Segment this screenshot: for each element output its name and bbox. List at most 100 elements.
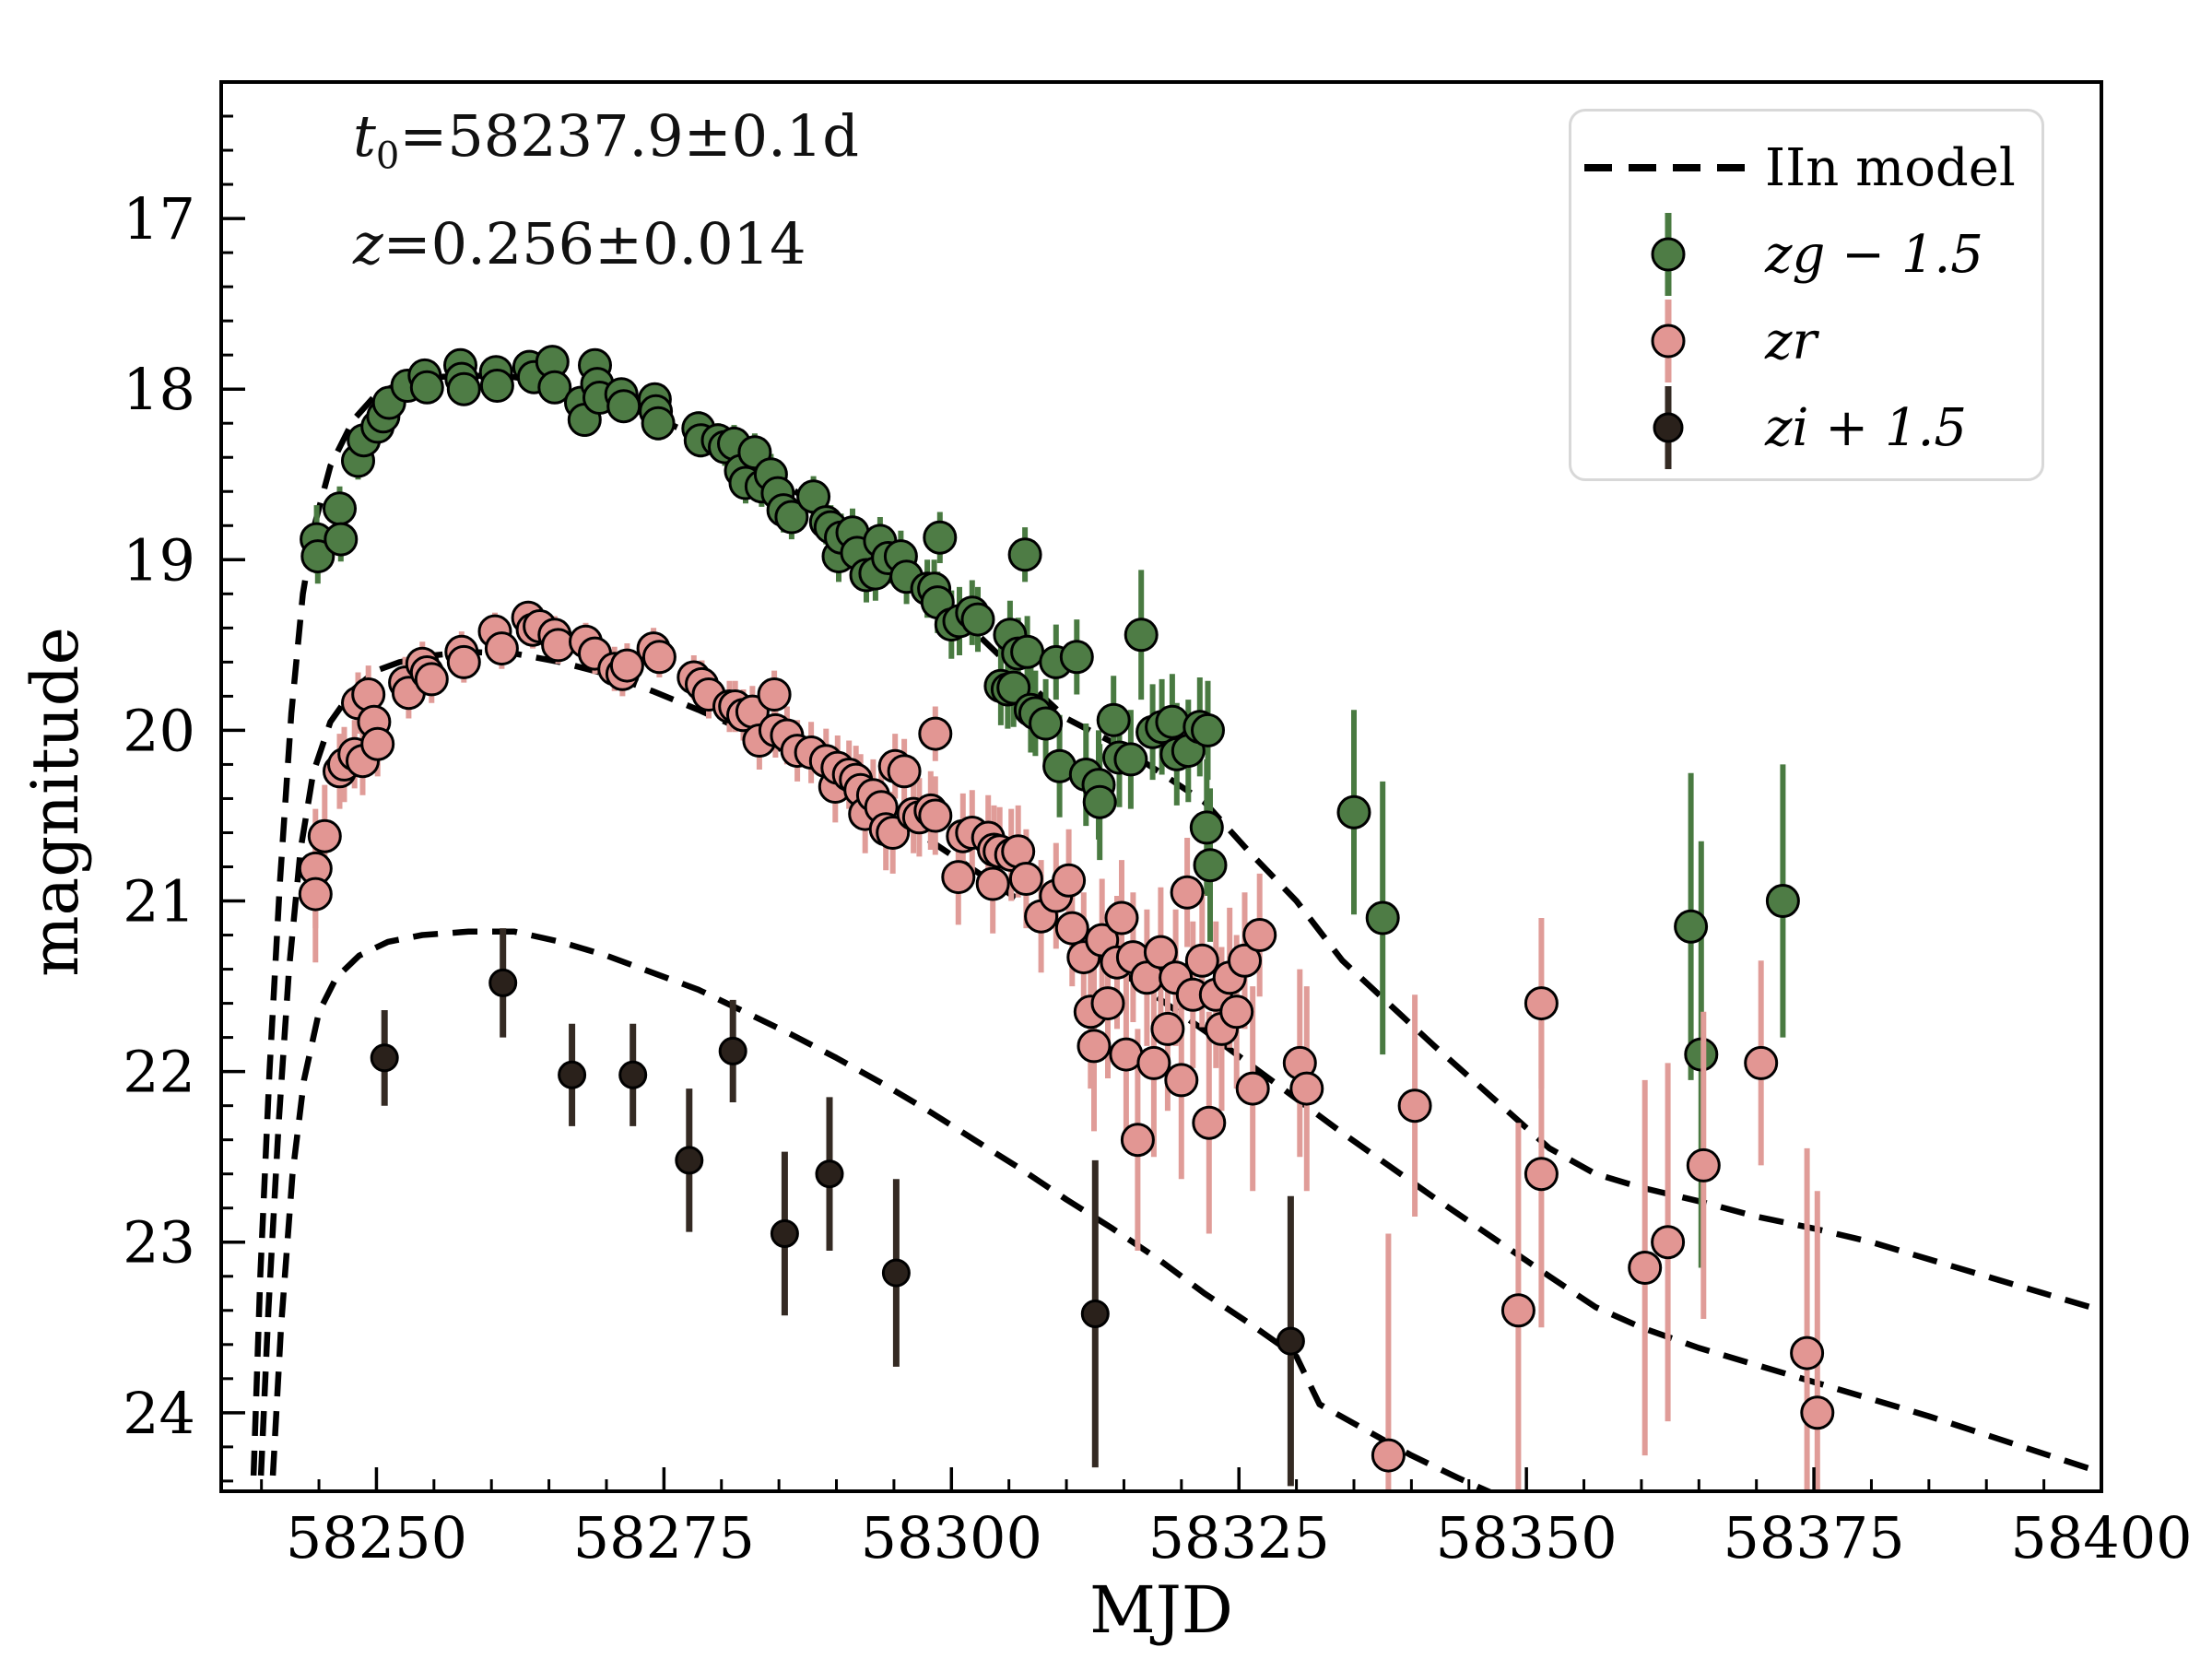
data-point [1104, 900, 1139, 935]
data-point [307, 818, 342, 853]
x-tick-label: 58250 [286, 1504, 467, 1571]
data-point [1059, 640, 1094, 675]
data-point [1500, 1293, 1535, 1328]
data-point [1686, 1147, 1721, 1182]
data-point [1080, 1300, 1110, 1328]
fit-parameters-annotation: t0=58237.9±0.1d z=0.256±0.014 [353, 92, 859, 288]
y-tick-label: 24 [123, 1380, 195, 1447]
data-point [1276, 1326, 1305, 1356]
z-value: =0.256±0.014 [382, 210, 806, 278]
x-axis-label: MJD [1089, 1572, 1233, 1648]
black-marker-icon [1653, 386, 1684, 469]
data-point [609, 648, 644, 683]
legend-label-zg: zg − 1.5 [1765, 224, 1983, 285]
data-point [1524, 986, 1559, 1021]
data-point [1242, 918, 1277, 952]
data-point [446, 644, 481, 679]
legend-label-zi: zi + 1.5 [1765, 397, 1967, 458]
data-point [718, 1036, 747, 1065]
data-point [923, 520, 958, 555]
t0-value: =58237.9±0.1d [399, 102, 859, 170]
data-point [1192, 1105, 1227, 1140]
data-point [1744, 1045, 1779, 1080]
data-point [774, 500, 809, 535]
data-point [300, 539, 335, 574]
data-point [770, 1219, 799, 1248]
x-tick-label: 58350 [1436, 1504, 1618, 1571]
series-zi [370, 928, 1305, 1487]
legend-item-zg: zg − 1.5 [1571, 211, 2041, 298]
axis-ticks: 58250 58275 58300 58325 58350 58375 58400 17 18 1… [123, 114, 2193, 1571]
legend-item-iin-model: IIn model [1571, 124, 2041, 211]
dashed-line-icon [1584, 164, 1754, 171]
data-point [815, 1159, 844, 1189]
data-point [1628, 1251, 1663, 1285]
data-point [1090, 986, 1125, 1021]
data-point [1164, 1063, 1199, 1098]
data-point [1010, 634, 1045, 669]
y-tick-label: 18 [123, 356, 195, 423]
data-point [414, 662, 449, 697]
data-point [409, 370, 444, 405]
data-point [1007, 537, 1042, 572]
data-point [1077, 1029, 1112, 1064]
data-point [881, 1258, 911, 1288]
data-point [1235, 1071, 1270, 1106]
data-point [1029, 706, 1064, 741]
legend-item-zi: zi + 1.5 [1571, 384, 2041, 471]
pink-marker-icon [1651, 300, 1686, 382]
data-point [606, 389, 641, 424]
data-point [1790, 1335, 1825, 1371]
data-point [446, 371, 481, 406]
data-point [918, 716, 953, 751]
data-point [1170, 875, 1205, 910]
data-point [1336, 794, 1371, 830]
legend: IIn model zg − 1.5 zr zi + 1.5 [1569, 109, 2044, 481]
data-point [488, 968, 518, 997]
data-point [1052, 863, 1087, 898]
data-point [641, 640, 677, 675]
y-tick-label: 19 [123, 526, 195, 594]
z-variable: z [353, 210, 383, 278]
model-curve [250, 372, 2101, 1491]
data-point [1096, 702, 1131, 737]
data-point [298, 877, 333, 912]
data-point [323, 491, 357, 526]
y-axis-label: magnitude [18, 627, 93, 977]
data-point [1219, 994, 1254, 1030]
data-point [1193, 848, 1228, 883]
data-point [1765, 884, 1800, 918]
t0-annotation: t0=58237.9±0.1d [353, 92, 859, 200]
data-point [351, 677, 386, 712]
data-point [1124, 618, 1159, 653]
data-point [558, 1060, 587, 1089]
data-point [887, 754, 922, 789]
data-point [324, 522, 359, 557]
data-point [360, 726, 395, 761]
green-marker-icon [1651, 213, 1686, 296]
model-curve [268, 928, 1496, 1491]
data-point [757, 677, 792, 712]
data-point [641, 406, 676, 441]
x-tick-label: 58375 [1723, 1504, 1904, 1571]
data-point [1054, 911, 1089, 946]
data-point [1191, 712, 1225, 747]
y-tick-label: 22 [123, 1039, 195, 1106]
data-point [1371, 1438, 1406, 1473]
data-point [1365, 900, 1400, 935]
data-point [960, 602, 995, 637]
legend-item-zr: zr [1571, 298, 2041, 384]
y-tick-label: 21 [123, 868, 195, 935]
data-point [537, 370, 572, 405]
data-point [1800, 1395, 1835, 1430]
t0-subscript: 0 [375, 135, 400, 178]
data-point [1008, 862, 1043, 896]
data-point [479, 369, 514, 403]
data-point [975, 866, 1010, 901]
data-point [1120, 1123, 1155, 1158]
data-point [370, 1043, 399, 1073]
data-point [918, 798, 953, 833]
series-zr [298, 600, 1835, 1491]
